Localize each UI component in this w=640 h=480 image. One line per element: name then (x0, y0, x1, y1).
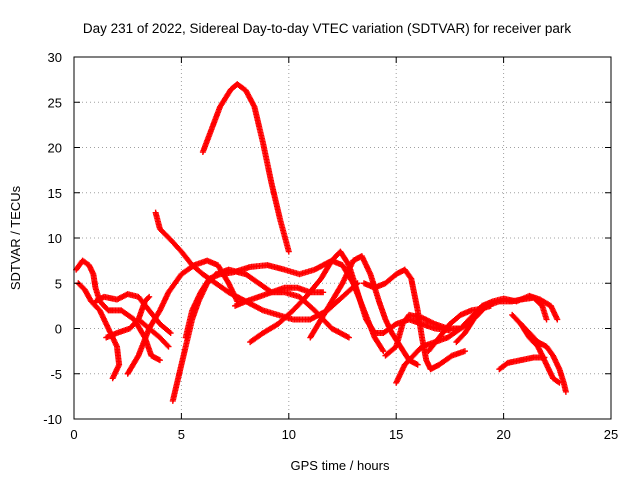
data-point (285, 248, 292, 255)
y-tick-label: -5 (50, 367, 62, 382)
chart-title: Day 231 of 2022, Sidereal Day-to-day VTE… (83, 21, 571, 36)
data-point (379, 346, 386, 353)
x-tick-labels: 0 5 10 15 20 25 (70, 427, 618, 442)
series-track-4 (75, 280, 123, 382)
data-point (380, 348, 387, 355)
series-track-10 (307, 253, 421, 368)
data-point (478, 304, 485, 311)
series-track-7 (182, 257, 387, 355)
y-tick-label: 25 (48, 95, 62, 110)
data-point (320, 289, 327, 296)
data-point (555, 378, 562, 385)
axis-ticks (73, 56, 612, 420)
data-point (345, 334, 352, 341)
series-track-5 (103, 293, 153, 341)
data-point (479, 302, 486, 309)
data-points (73, 81, 569, 404)
series-track-19 (232, 284, 327, 309)
data-point (461, 348, 468, 355)
data-point (562, 388, 569, 395)
grid-lines (74, 57, 611, 419)
data-point (414, 361, 421, 368)
data-point (164, 342, 171, 349)
x-tick-label: 5 (178, 427, 185, 442)
data-point (156, 357, 163, 364)
series-track-18 (517, 320, 563, 386)
y-tick-label: 15 (48, 186, 62, 201)
y-tick-label: 0 (55, 322, 62, 337)
x-tick-label: 25 (604, 427, 618, 442)
data-point (543, 316, 550, 323)
data-point (167, 330, 174, 337)
y-tick-labels: -10 -5 0 5 10 15 20 25 30 (43, 50, 62, 427)
x-tick-label: 15 (389, 427, 403, 442)
x-tick-label: 20 (496, 427, 510, 442)
series-track-15 (393, 302, 486, 386)
data-point (146, 293, 153, 300)
x-tick-label: 0 (70, 427, 77, 442)
data-point (556, 379, 563, 386)
series-track-1 (199, 81, 292, 255)
data-point (487, 302, 494, 309)
data-point (145, 294, 152, 301)
y-tick-label: 30 (48, 50, 62, 65)
y-tick-label: 10 (48, 231, 62, 246)
data-point (166, 329, 173, 336)
series-track-8 (124, 257, 241, 377)
data-point (554, 316, 561, 323)
data-point (165, 343, 172, 350)
data-point (407, 274, 414, 281)
x-tick-label: 10 (282, 427, 296, 442)
y-tick-label: -10 (43, 412, 62, 427)
y-tick-label: 20 (48, 141, 62, 156)
series-track-21 (135, 316, 172, 350)
series-track-20 (92, 291, 174, 337)
x-axis-label: GPS time / hours (291, 458, 390, 473)
y-tick-label: 5 (55, 276, 62, 291)
y-axis-label: SDTVAR / TECUs (8, 185, 23, 290)
data-point (109, 375, 116, 382)
